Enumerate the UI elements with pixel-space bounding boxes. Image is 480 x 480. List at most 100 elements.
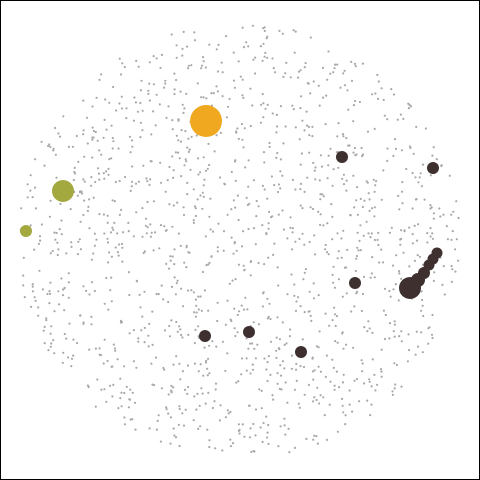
background-point (144, 217, 148, 220)
background-point (185, 160, 188, 163)
background-point (397, 299, 400, 302)
background-point (326, 251, 329, 254)
background-point (305, 437, 308, 440)
background-point (177, 119, 180, 122)
background-point (61, 294, 65, 297)
background-point (417, 181, 420, 184)
background-point (109, 231, 113, 234)
background-point (398, 272, 401, 275)
background-point (177, 139, 180, 142)
background-point (370, 207, 374, 210)
background-point (120, 95, 123, 98)
background-point (111, 199, 114, 202)
background-point (346, 89, 349, 92)
background-point (370, 385, 373, 388)
background-point (196, 392, 199, 395)
background-point (336, 232, 339, 235)
background-point (203, 346, 206, 349)
background-point (20, 207, 23, 210)
background-point (47, 349, 50, 352)
background-point (360, 359, 363, 362)
background-point (202, 96, 205, 99)
background-point (345, 179, 348, 182)
background-point (400, 237, 403, 240)
background-point (247, 227, 250, 231)
background-point (187, 67, 190, 70)
background-point (91, 156, 94, 159)
highlight-point-2-5 (295, 346, 307, 358)
background-point (173, 276, 176, 279)
background-point (170, 33, 173, 36)
background-point (266, 103, 269, 106)
background-point (67, 281, 70, 284)
background-point (429, 235, 432, 238)
background-point (92, 136, 95, 139)
background-point (328, 403, 331, 406)
background-point (420, 331, 423, 334)
background-point (284, 125, 287, 128)
background-point (180, 175, 183, 178)
background-point (189, 168, 192, 171)
background-point (279, 187, 282, 190)
background-point (266, 361, 269, 364)
background-point (152, 83, 155, 86)
background-point (402, 251, 405, 254)
background-point (48, 215, 52, 218)
background-point (131, 418, 134, 421)
background-point (388, 337, 391, 340)
background-point (342, 183, 346, 186)
background-point (181, 370, 184, 373)
background-point (418, 255, 422, 258)
background-point (82, 213, 85, 217)
background-point (212, 92, 215, 95)
background-point (113, 200, 116, 203)
background-point (380, 348, 383, 351)
background-point (430, 206, 433, 209)
background-point (248, 436, 252, 439)
background-point (193, 39, 196, 42)
background-point (60, 277, 63, 280)
background-point (432, 217, 435, 220)
background-point (186, 364, 189, 367)
background-point (401, 181, 404, 184)
background-point (414, 198, 417, 201)
background-point (185, 266, 188, 269)
background-point (247, 45, 250, 48)
background-point (331, 273, 334, 276)
background-point (179, 140, 183, 143)
background-point (337, 166, 340, 169)
background-point (430, 333, 434, 336)
background-point (393, 387, 396, 390)
background-point (432, 146, 435, 149)
background-point (334, 340, 337, 343)
background-point (118, 57, 121, 60)
background-point (256, 343, 259, 346)
background-point (399, 113, 402, 116)
background-point (182, 213, 186, 217)
background-point (342, 135, 345, 138)
background-point (180, 287, 183, 290)
background-point (208, 215, 211, 218)
background-point (193, 205, 197, 208)
background-point (373, 238, 376, 242)
background-point (90, 176, 93, 179)
background-point (221, 95, 224, 98)
background-point (173, 72, 176, 75)
background-point (94, 405, 97, 408)
background-point (455, 238, 458, 241)
background-point (309, 36, 312, 39)
background-point (279, 425, 282, 428)
background-point (232, 252, 235, 255)
background-point (174, 436, 178, 439)
background-point (162, 298, 165, 301)
background-point (266, 379, 269, 383)
background-point (242, 230, 245, 233)
background-point (75, 341, 79, 345)
background-point (103, 338, 106, 341)
background-point (195, 134, 198, 137)
background-point (312, 161, 315, 164)
background-point (203, 289, 206, 292)
background-point (145, 232, 148, 235)
background-point (394, 383, 397, 386)
background-point (242, 46, 246, 49)
